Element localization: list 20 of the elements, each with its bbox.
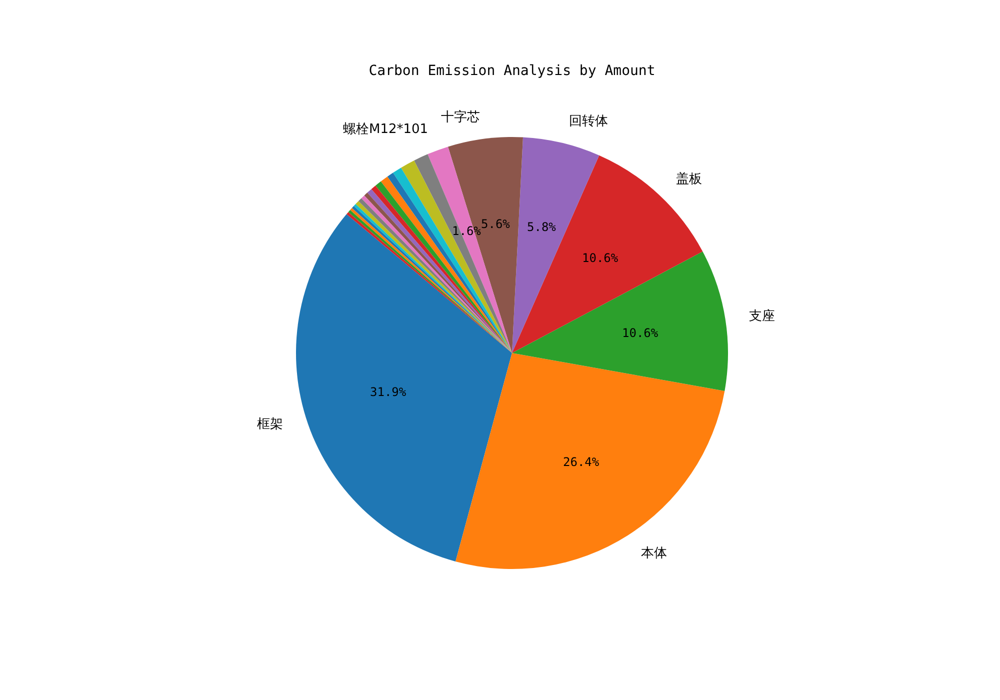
data-label: 10.6% xyxy=(582,251,619,265)
data-label: 31.9% xyxy=(370,385,407,399)
slice-label: 回转体 xyxy=(569,114,608,129)
pie-slice xyxy=(512,155,703,353)
pie-slice xyxy=(456,353,725,569)
data-label: 26.4% xyxy=(563,455,600,469)
pie-slice xyxy=(448,137,524,353)
data-label: 5.8% xyxy=(527,220,557,234)
slice-label: 盖板 xyxy=(676,171,702,187)
slice-label: 螺栓M12*101 xyxy=(343,122,428,137)
data-label: 10.6% xyxy=(622,326,659,340)
pie-slice xyxy=(428,146,512,353)
slice-label: 十字芯 xyxy=(441,109,480,125)
slice-label: 支座 xyxy=(749,308,775,324)
data-label: 1.6% xyxy=(452,224,482,238)
data-label: 5.6% xyxy=(481,217,511,231)
slice-label: 框架 xyxy=(257,417,283,432)
pie-slice xyxy=(512,251,728,391)
slice-label: 本体 xyxy=(641,546,667,561)
chart-title: Carbon Emission Analysis by Amount xyxy=(368,62,656,79)
